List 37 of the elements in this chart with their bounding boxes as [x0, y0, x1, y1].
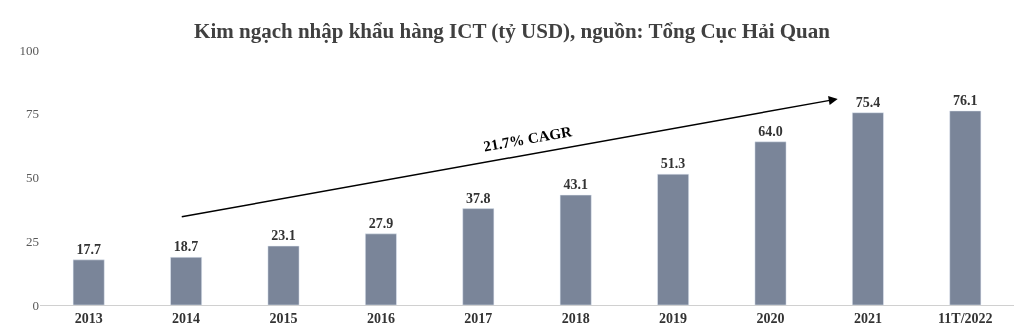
bar [657, 173, 689, 305]
data-label: 76.1 [953, 92, 978, 108]
x-tick-label: 2019 [659, 310, 688, 326]
x-tick-label: 2021 [853, 310, 882, 326]
y-tick-label: 100 [19, 42, 39, 58]
bar [170, 257, 202, 305]
data-label: 64.0 [758, 123, 783, 139]
y-tick-label: 25 [26, 233, 39, 249]
bar [72, 259, 105, 305]
bar [852, 112, 884, 305]
x-tick-label: 2017 [464, 310, 493, 326]
data-label: 23.1 [271, 228, 296, 244]
bar [754, 141, 787, 305]
x-tick-label: 2014 [172, 310, 201, 326]
data-label: 75.4 [855, 94, 881, 110]
data-label: 17.7 [76, 241, 101, 257]
data-label: 43.1 [563, 177, 588, 193]
bar [559, 194, 592, 305]
x-tick-label: 2015 [269, 310, 298, 326]
data-label: 37.8 [466, 190, 491, 206]
chart-title: Kim ngạch nhập khẩu hàng ICT (tỷ USD), nguồn: Tổng Cục Hải Quan [194, 19, 831, 44]
annotation: 21.7% CAGR [482, 123, 573, 155]
x-tick-label: 2020 [756, 310, 785, 326]
x-tick-label: 2013 [74, 310, 103, 326]
data-label: 51.3 [660, 156, 686, 172]
bar [365, 233, 397, 305]
bar [267, 245, 300, 305]
x-tick-label: 2018 [561, 310, 590, 326]
data-label: 18.7 [173, 239, 199, 255]
bar [462, 208, 495, 305]
y-tick-label: 50 [26, 170, 39, 186]
y-tick-label: 0 [32, 297, 39, 313]
x-tick-label: 11T/2022 [938, 310, 993, 326]
data-label: 27.9 [368, 215, 394, 231]
bar [949, 110, 982, 305]
x-tick-label: 2016 [366, 310, 395, 326]
y-tick-label: 75 [26, 106, 39, 122]
